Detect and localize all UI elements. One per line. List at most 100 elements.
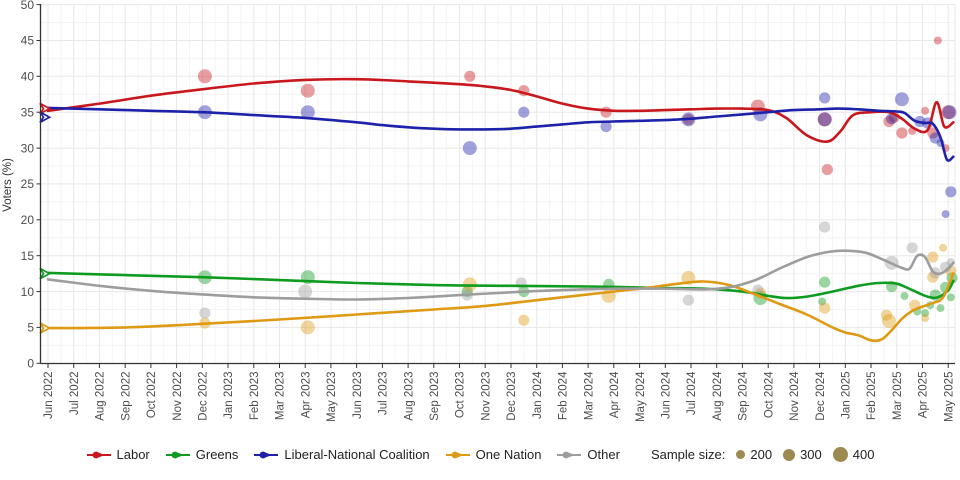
poll-dot [817,112,832,127]
x-tick-label: Feb 2023 [249,372,261,421]
poll-dot [518,314,530,326]
legend-label-other: Other [587,447,620,462]
poll-dot [933,36,942,45]
x-tick-label: Sep 2024 [738,371,750,421]
y-tick-label: 45 [21,34,35,48]
liberal-national-coalition-trend-line [46,106,955,162]
poll-dot [298,284,313,299]
labor-line-marker-icon [86,451,111,458]
x-tick-label: Jun 2022 [43,372,55,419]
sample-size-item-400: 400 [832,447,875,462]
poll-dot [941,105,956,120]
legend: Labor Greens Liberal-National Coalition [0,447,960,462]
x-tick-label: Jan 2023 [223,372,235,419]
y-tick-label: 0 [27,357,34,371]
x-tick-label: Jan 2025 [841,372,853,419]
poll-dot [883,115,895,128]
poll-dot [921,106,930,115]
sample-size-item-300: 300 [783,447,822,462]
poll-dot [199,307,211,319]
x-tick-label: Oct 2022 [146,372,158,419]
poll-dot [821,164,833,176]
x-tick-label: Nov 2022 [172,372,184,421]
poll-dot [817,112,832,127]
x-tick-label: Feb 2024 [558,371,570,420]
x-tick-label: Oct 2023 [455,372,467,419]
poll-dot [682,294,695,306]
one-nation-trend-line [46,272,955,343]
greens-trend-line [46,271,955,300]
x-tick-label: May 2024 [635,371,647,422]
legend-label-one-nation: One Nation [475,447,542,462]
x-tick-label: Mar 2025 [892,372,904,421]
x-tick-label: Sep 2022 [120,372,132,421]
poll-dot [600,121,612,133]
poll-dot [945,186,957,198]
sample-size-legend: Sample size: 200 300 400 [651,447,875,462]
poll-dot [819,92,831,104]
poll-dot [927,251,939,263]
x-tick-label: Jun 2024 [661,371,673,419]
poll-dot [929,132,941,144]
poll-dot [464,70,476,82]
poll-dot [921,309,930,318]
legend-item-liberal-national-coalition: Liberal-National Coalition [253,447,430,462]
x-tick-label: May 2023 [326,372,338,423]
x-tick-label: Jul 2023 [378,372,390,415]
poll-dot [600,106,612,118]
x-tick-label: Mar 2024 [583,371,595,420]
legend-label-coalition: Liberal-National Coalition [284,447,430,462]
sample-size-400-dot-icon [832,447,848,462]
gridlines-major [40,4,956,364]
sample-size-300-dot-icon [783,448,796,461]
y-tick-label: 15 [21,249,35,263]
poll-dot [300,105,315,120]
legend-item-other: Other [556,447,620,462]
x-tick-label: Mar 2023 [275,372,287,421]
sample-size-item-200: 200 [736,447,772,462]
chart-plot-area: 0 5 10 15 20 25 30 35 40 45 50 Jun 2022 Jul 2022 Aug … [21,0,958,423]
y-tick-label: 10 [21,285,35,299]
poll-dot [880,309,893,321]
y-tick-label: 35 [21,105,35,119]
y-tick-label: 25 [21,177,35,191]
one-nation-line-marker-icon [445,451,470,458]
x-tick-label: Dec 2023 [506,372,518,421]
y-tick-label: 50 [21,0,35,12]
x-tick-label: Apr 2024 [609,371,621,418]
y-tick-label: 30 [21,141,35,155]
poll-dot [900,291,909,300]
x-tick-label: Aug 2023 [403,372,415,421]
poll-dot [819,302,831,314]
x-tick-label: Sep 2023 [429,372,441,421]
y-tick-label: 40 [21,70,35,84]
x-tick-label: Apr 2023 [300,372,312,419]
x-tick-label: Apr 2025 [918,372,930,419]
poll-dot [894,92,909,107]
legend-item-one-nation: One Nation [445,447,542,462]
sample-size-200-label: 200 [750,447,773,462]
poll-dot [946,293,955,302]
other-line-marker-icon [557,451,582,458]
poll-dot [818,297,827,306]
poll-dot [896,127,908,139]
x-tick-label: Feb 2025 [866,372,878,421]
poll-dot [906,242,918,254]
y-tick-label: 5 [27,321,34,335]
x-tick-label: May 2025 [943,372,955,423]
sample-size-400-label: 400 [852,447,875,462]
poll-dot [753,107,768,122]
x-tick-label: Jun 2023 [352,372,364,419]
poll-dot [941,210,950,219]
poll-dot [927,127,939,139]
poll-dot [300,83,315,98]
coalition-line-marker-icon [254,451,279,458]
other-trend-line [46,249,955,301]
legend-label-labor: Labor [116,447,150,462]
legend-label-greens: Greens [195,447,239,462]
x-tick-label: Dec 2022 [198,372,210,421]
legend-item-greens: Greens [165,447,239,462]
x-tick-label: Nov 2024 [789,371,801,421]
poll-dot [462,141,477,156]
